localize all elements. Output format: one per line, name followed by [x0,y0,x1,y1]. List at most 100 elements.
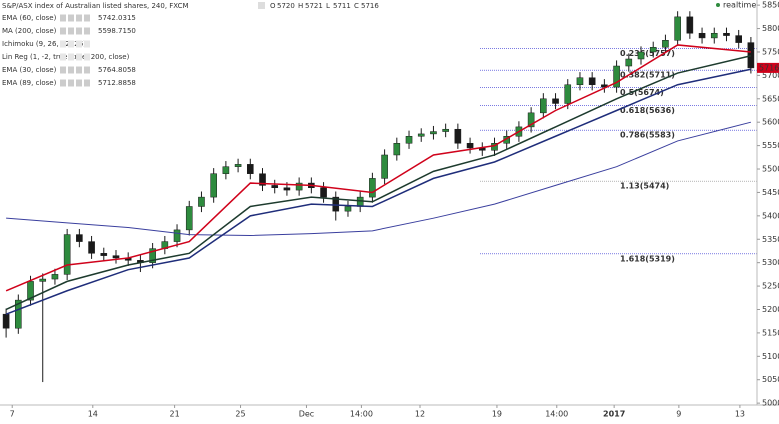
x-tick-label: 25 [235,410,245,419]
indicator-button[interactable] [76,27,82,35]
y-tick-label: 5800 [762,24,779,33]
last-price-tag [757,62,779,73]
y-tick-label: 5450 [762,188,779,197]
indicator-value: 5764.8058 [98,66,136,74]
indicator-button[interactable] [84,79,90,87]
candle-body [454,128,462,144]
candle-body [356,196,364,207]
fib-label: 0.618(5636) [620,106,675,115]
indicator-button[interactable] [68,40,74,48]
x-tick-label: 14:00 [350,410,373,419]
indicator-button[interactable] [76,40,82,48]
candle-body [674,16,681,41]
indicator-button[interactable] [68,27,74,35]
indicator-button[interactable] [84,66,90,74]
x-tick-label: 9 [676,410,681,419]
candle-body [417,133,425,137]
indicator-button[interactable] [68,79,74,87]
x-tick-label: 7 [10,410,15,419]
chart-title: S&P/ASX index of Australian listed share… [2,2,189,10]
candle-body [210,173,217,198]
candle-body [2,313,10,329]
fib-label: 0.236(5757) [620,49,675,58]
indicator-button[interactable] [68,14,74,22]
plot-area: 0.236(5757) 0.382(5711) 0.5(5674) 0.618(563… [2,11,757,383]
last-price-label: 5716 [759,63,779,72]
fib-label: 0.382(5711) [620,71,675,80]
indicator-button[interactable] [68,66,74,74]
candle-body [405,135,413,144]
candle-body [246,164,254,174]
indicator-button[interactable] [60,27,66,35]
indicator-button[interactable] [68,53,74,61]
candle-body [185,206,193,231]
indicator-value: 5598.7150 [98,27,136,35]
candle-body [393,143,401,156]
indicator-name: EMA (30, close) [2,66,57,74]
ohlc-key: H [298,2,303,10]
candle-body [15,299,22,329]
candle-body [381,154,388,179]
indicator-button[interactable] [60,79,66,87]
y-tick-label: 5350 [762,235,779,244]
icon-box[interactable] [258,2,265,9]
indicator-button[interactable] [60,14,66,22]
indicator-button[interactable] [84,40,90,48]
candle-body [747,42,755,69]
indicator-value: 5742.0315 [98,14,136,22]
candle-body [430,131,437,135]
candle-body [698,32,706,39]
candle-body [723,32,730,36]
ohlc-value: 5716 [361,2,379,10]
y-tick-label: 5100 [762,352,779,361]
candle-body [149,248,156,263]
candle-body [466,143,474,149]
candle-body [735,35,742,43]
indicator-button[interactable] [76,66,82,74]
candle-body [112,255,120,259]
candle-body [259,173,266,186]
candle-body [39,278,47,282]
y-tick-label: 5150 [762,328,779,337]
x-tick-label: 13 [735,410,745,419]
candle-body [649,47,657,53]
moving-average-line [5,54,752,311]
legend: S&P/ASX index of Australian listed share… [2,2,379,87]
indicator-button[interactable] [84,27,90,35]
candle-body [332,196,340,212]
x-tick-label: 12 [415,410,425,419]
indicator-name: Ichimoku (9, 26, 52, 26) [2,40,86,48]
indicator-button[interactable] [60,66,66,74]
indicator-button[interactable] [76,53,82,61]
candle-body [27,281,34,301]
indicator-button[interactable] [76,14,82,22]
indicator-button[interactable] [60,40,66,48]
indicator-button[interactable] [84,53,90,61]
candle-body [564,84,572,104]
indicator-name: EMA (60, close) [2,14,57,22]
ohlc-value: 5721 [305,2,323,10]
ohlc-key: L [326,2,330,10]
moving-average-line [5,68,752,315]
candle-body [662,40,669,48]
fib-label: 1.618(5319) [620,254,675,263]
indicator-name: EMA (89, close) [2,79,57,87]
y-tick-label: 5000 [762,399,779,408]
indicator-button[interactable] [84,14,90,22]
indicator-button[interactable] [60,53,66,61]
candle-body [588,77,596,85]
candle-body [552,98,559,104]
indicator-button[interactable] [76,79,82,87]
candle-body [76,234,83,242]
status-label: realtime [723,1,756,10]
candle-body [540,98,547,114]
candle-body [613,65,620,88]
y-tick-label: 5700 [762,71,779,80]
candle-body [369,178,376,198]
x-tick-label: 19 [492,410,502,419]
candle-body [344,206,352,212]
candle-body [710,32,718,39]
indicator-value: 5712.8858 [98,79,136,87]
